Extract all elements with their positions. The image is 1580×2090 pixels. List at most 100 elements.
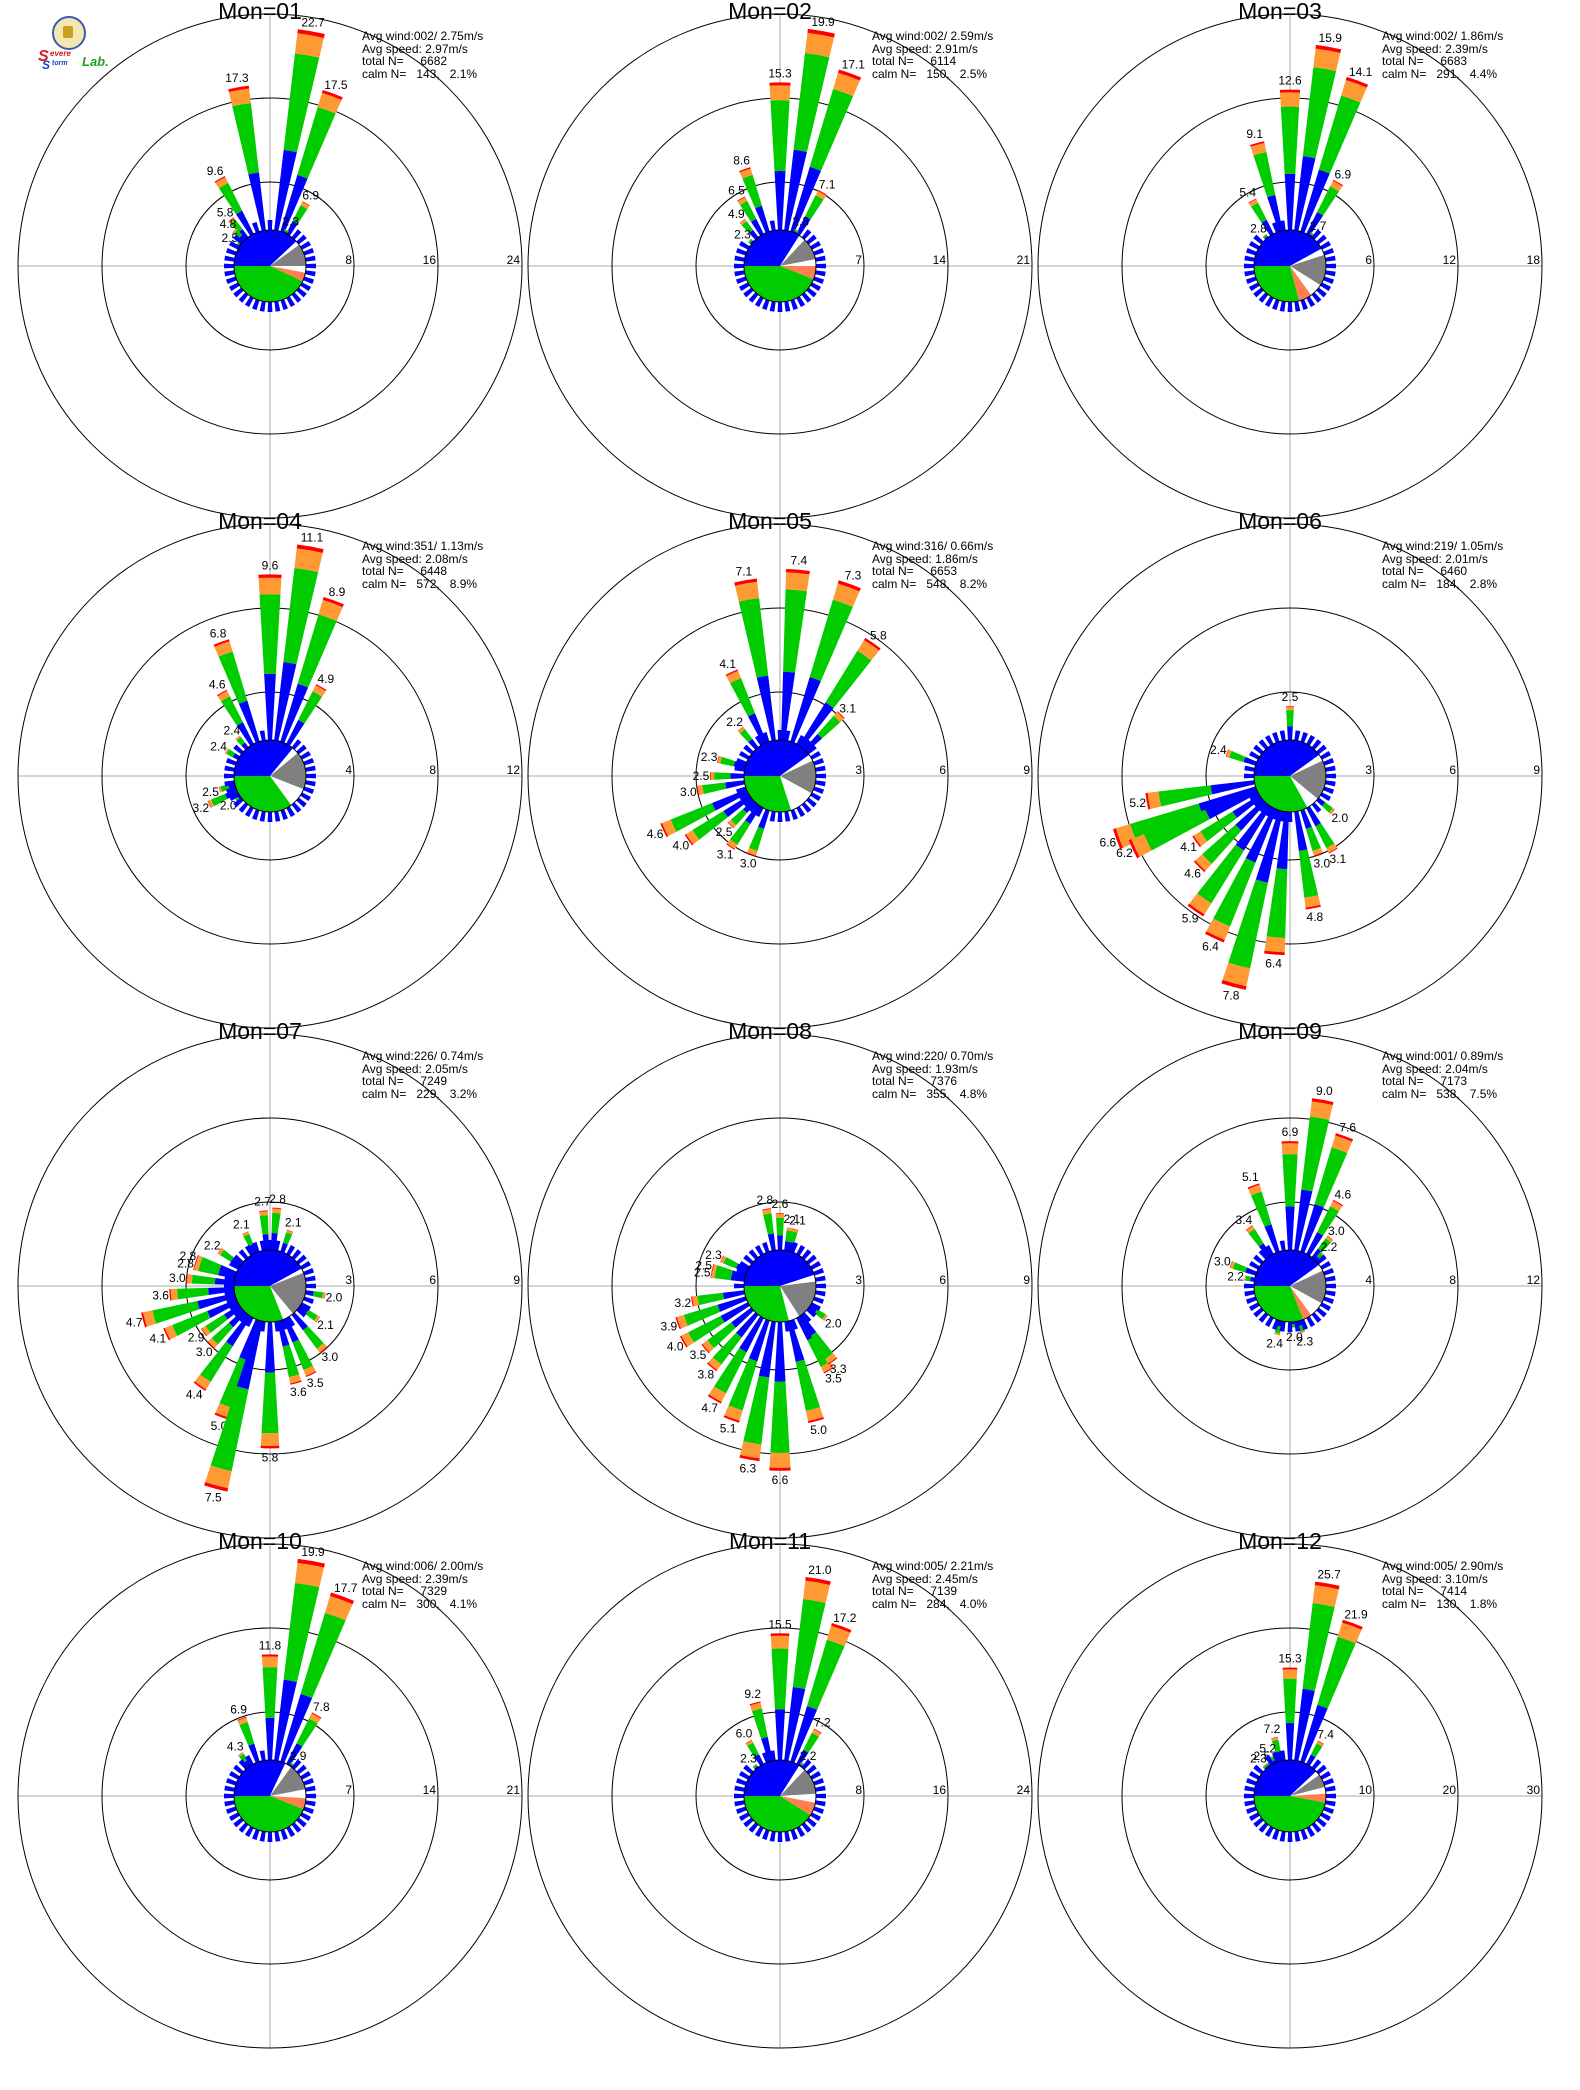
calm-pie-slice: [270, 748, 298, 776]
wind-bar-segment: [170, 1288, 178, 1301]
wind-bar-small: [815, 263, 827, 269]
wind-rose-plot: 3 6 92.52.45.26.66.2 4.14.65.96.47.86.44.83…: [1037, 523, 1543, 1029]
wind-bar-small: [1287, 811, 1293, 823]
bar-value-label: 3.1: [1330, 852, 1347, 866]
bar-value-label: 3.5: [825, 1372, 842, 1386]
ring-tick-label: 6: [1365, 253, 1372, 267]
wind-bar-small: [274, 301, 281, 312]
bar-value-label: 3.2: [675, 1296, 692, 1310]
wind-bar-small: [813, 248, 824, 256]
ring-tick-label: 12: [1527, 1273, 1541, 1287]
wind-bar-segment: [811, 1729, 822, 1737]
ring-tick-label: 4: [1365, 1273, 1372, 1287]
ring-tick-label: 7: [345, 1783, 352, 1797]
stats-label: total N=: [872, 564, 931, 578]
wind-bar-segment: [725, 669, 739, 677]
wind-bar-segment: [1130, 803, 1203, 843]
wind-bar-segment: [822, 1314, 828, 1321]
wind-bar-small: [810, 282, 821, 292]
wind-bar-small: [1272, 1319, 1280, 1330]
wind-bar-segment: [300, 201, 310, 210]
wind-bar-segment: [214, 1278, 235, 1285]
wind-bar-small: [238, 292, 249, 303]
wind-bar-small: [796, 735, 806, 746]
wind-bar-segment: [758, 809, 770, 829]
wind-bar-small: [806, 744, 817, 755]
wind-bar-segment: [1306, 1232, 1324, 1256]
wind-bar-small: [796, 806, 806, 817]
wind-bar-small: [1323, 758, 1334, 766]
bar-value-label: 6.9: [230, 1703, 247, 1717]
wind-bar-segment: [790, 166, 822, 233]
wind-bar-small: [1316, 1764, 1327, 1775]
stats-value: 219/ 1.05m/s: [1433, 539, 1504, 553]
bar-value-label: 2.6: [772, 1197, 789, 1211]
stats-value: 130,: [1436, 1596, 1460, 1611]
bar-value-label: 3.2: [193, 801, 210, 815]
wind-bar-small: [1325, 765, 1336, 772]
calm-pie-slice: [744, 1286, 789, 1323]
wind-bar-segment: [720, 1255, 727, 1264]
wind-bar-segment: [707, 1394, 722, 1404]
wind-bar-small: [1249, 1812, 1260, 1822]
calm-pie-slice: [1290, 1270, 1326, 1304]
wind-bar-segment: [1264, 950, 1285, 956]
wind-bar-segment: [810, 1331, 834, 1359]
wind-bar-segment: [1251, 202, 1267, 223]
bar-value-label: 4.7: [701, 1401, 718, 1415]
wind-bar-segment: [163, 1327, 171, 1341]
wind-bar-small: [233, 744, 244, 755]
wind-bar-small: [762, 1242, 770, 1253]
wind-bar-small: [739, 1812, 750, 1822]
wind-bar-small: [784, 1321, 791, 1332]
stats-line-avg-speed: Avg speed: 2.01m/s: [1382, 552, 1503, 566]
wind-bar-small: [274, 1321, 281, 1332]
stats-label: Avg speed:: [362, 551, 426, 566]
wind-bar-segment: [302, 1326, 324, 1349]
wind-bar-segment: [714, 1270, 732, 1281]
wind-bar-segment: [776, 1217, 784, 1236]
wind-bar-segment: [234, 798, 238, 803]
ring-gridline: [1205, 691, 1375, 861]
wind-rose-panel: Mon=09 Avg wind:001/ 0.89m/s Avg speed: 2.…: [1020, 1018, 1543, 1539]
wind-rose-plot: 4 8 12 9.6 11.1 8.9 6.8 4.6 2.4 4.9 2.4 2.5 3.2 2.0: [17, 523, 523, 1029]
wind-bar-small: [233, 234, 244, 245]
wind-bar-segment: [1322, 802, 1333, 813]
calm-pie-slice: [780, 1274, 816, 1286]
bar-value-label: 2.1: [285, 1215, 302, 1229]
calm-pie-slice: [744, 229, 800, 266]
wind-bar-segment: [1244, 1275, 1247, 1281]
wind-bar-segment: [1262, 234, 1268, 239]
wind-bar-segment: [208, 799, 215, 808]
wind-bar-segment: [319, 1346, 328, 1354]
wind-bar-segment: [1317, 186, 1340, 216]
calm-pie-slice: [270, 753, 306, 790]
wind-bar-small: [815, 1785, 826, 1792]
bar-value-label: 5.1: [720, 1422, 737, 1436]
wind-bar-small: [1258, 1822, 1269, 1833]
wind-bar-segment: [305, 1371, 317, 1378]
wind-bar-segment: [218, 182, 243, 215]
stats-value: 351/ 1.13m/s: [413, 539, 484, 553]
wind-bar-segment: [1311, 1098, 1334, 1106]
wind-bar-segment: [787, 1241, 795, 1252]
wind-bar-segment: [767, 1233, 776, 1251]
wind-bar-segment: [692, 1295, 700, 1307]
wind-bar-segment: [756, 675, 776, 741]
calm-pie-slice: [780, 239, 816, 266]
bar-value-label: 7.8: [1223, 989, 1240, 1003]
wind-bar-segment: [789, 1231, 798, 1244]
wind-bar-small: [815, 1283, 827, 1289]
calm-pie-slice: [1290, 1286, 1312, 1320]
wind-bar-small: [739, 792, 750, 802]
wind-bar-segment: [747, 1742, 759, 1757]
wind-bar-segment: [223, 1304, 242, 1320]
wind-bar-small: [1287, 301, 1293, 313]
stats-value: 006/ 2.00m/s: [413, 1559, 484, 1573]
wind-rose-panel: Mon=02 Avg wind:002/ 2.59m/s Avg speed: 2.…: [510, 0, 1033, 519]
wind-bar-segment: [751, 1708, 768, 1739]
wind-bar-small: [777, 301, 783, 313]
wind-bar-segment: [1145, 792, 1151, 810]
wind-bar-segment: [290, 1380, 302, 1385]
wind-bar-segment: [1329, 808, 1335, 815]
